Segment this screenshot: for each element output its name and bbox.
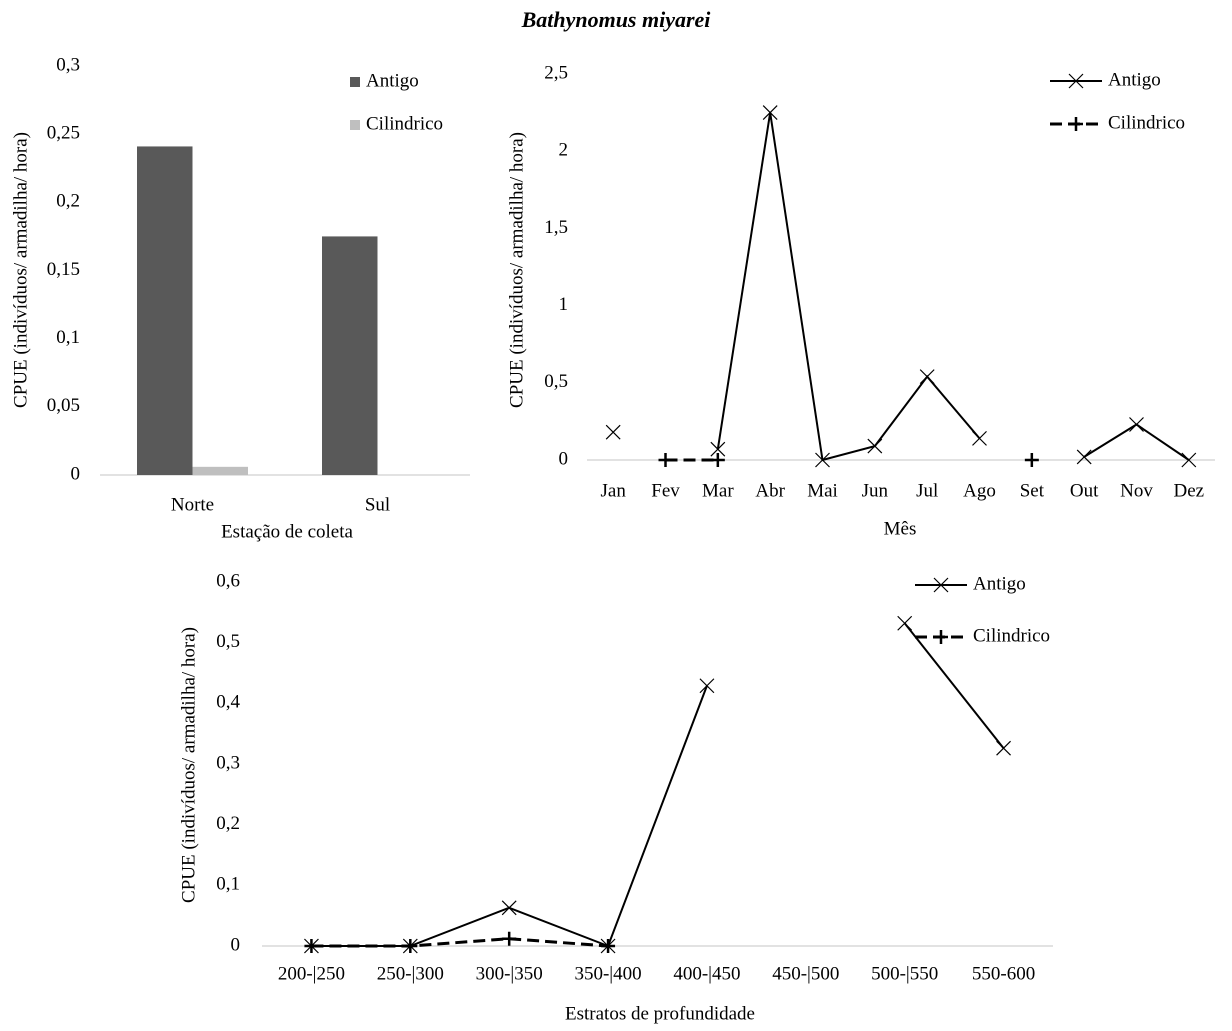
marker [867,438,883,454]
y-tick-label: 2,5 [544,62,568,83]
x-tick-label: 200-|250 [278,963,345,984]
bar [137,146,193,476]
y-tick-label: 0,2 [56,191,80,212]
y-tick-label: 0 [559,448,569,469]
y-tick-label: 0,3 [216,752,240,773]
marker [501,900,517,916]
y-tick-label: 0,15 [47,259,80,280]
x-tick-label: 300-|350 [476,963,543,984]
x-tick-label: Mai [807,480,838,501]
y-tick-label: 0,25 [47,123,80,144]
y-tick-label: 0,1 [216,874,240,895]
marker [1129,417,1144,432]
x-tick-label: Norte [171,494,214,515]
legend-label: Cilindrico [973,625,1050,646]
y-axis-title: CPUE (indivíduos/ armadilha/ hora) [178,627,199,903]
line [311,937,609,948]
y-tick-label: 0,1 [56,327,80,348]
x-tick-label: Dez [1174,480,1205,501]
legend-label: Antigo [1108,69,1161,90]
legend-marker [1068,73,1084,89]
bar [322,236,378,475]
x-tick-label: Ago [963,480,996,501]
marker [710,441,726,457]
y-tick-label: 0,4 [216,692,240,713]
x-tick-label: 250-|300 [377,963,444,984]
legend-label: Antigo [973,573,1026,594]
x-tick-label: Mar [702,480,734,501]
x-tick-label: Nov [1120,480,1153,501]
x-tick-label: Set [1020,480,1045,501]
x-tick-label: 400-|450 [673,963,740,984]
legend-swatch [350,120,360,130]
figure-title: Bathynomus miyarei [521,7,712,32]
x-tick-label: 550-600 [972,963,1035,984]
marker [1076,449,1092,465]
marker [403,939,418,953]
legend-label: Antigo [366,70,419,91]
y-tick-label: 1,5 [544,217,568,238]
marker [972,430,987,446]
marker [996,740,1011,756]
y-tick-label: 1 [559,294,569,315]
legend-swatch [350,77,360,87]
x-tick-label: Sul [365,494,390,515]
line [716,112,1190,462]
y-axis-title: CPUE (indivíduos/ armadilha/ hora) [506,132,527,408]
x-tick-label: Fev [651,480,680,501]
x-tick-label: Jan [601,480,627,501]
marker [919,369,935,385]
y-tick-label: 2 [559,140,569,161]
y-tick-label: 0,05 [47,395,80,416]
x-axis-title: Mês [884,518,917,539]
y-axis-title: CPUE (indivíduos/ armadilha/ hora) [10,132,31,408]
y-tick-label: 0,3 [56,54,80,75]
legend-marker [1069,117,1083,131]
marker [658,453,673,467]
marker [605,424,621,440]
marker [710,453,725,467]
marker [1024,453,1039,467]
x-tick-label: Jun [862,480,889,501]
x-tick-label: Out [1070,480,1099,501]
marker [601,939,616,953]
y-tick-label: 0,5 [216,631,240,652]
y-tick-label: 0,5 [544,371,568,392]
x-axis-title: Estratos de profundidade [565,1003,755,1024]
legend-label: Cilindrico [366,113,443,134]
marker [502,931,517,946]
x-tick-label: 500-|550 [871,963,938,984]
legend-marker [934,630,948,644]
marker [897,615,913,631]
x-tick-label: Jul [916,480,938,501]
x-tick-label: 350-|400 [574,963,641,984]
marker [304,939,319,953]
y-tick-label: 0,6 [216,570,240,591]
legend-marker [933,577,949,593]
marker [1181,452,1197,468]
line [311,622,1005,948]
legend-label: Cilindrico [1108,112,1185,133]
marker [815,452,830,468]
y-tick-label: 0 [231,934,241,955]
x-tick-label: Abr [755,480,785,501]
bar [192,466,248,475]
y-tick-label: 0 [71,463,81,484]
x-axis-title: Estação de coleta [221,521,353,542]
marker [699,678,715,694]
x-tick-label: 450-|500 [772,963,839,984]
y-tick-label: 0,2 [216,813,240,834]
marker [762,105,778,121]
